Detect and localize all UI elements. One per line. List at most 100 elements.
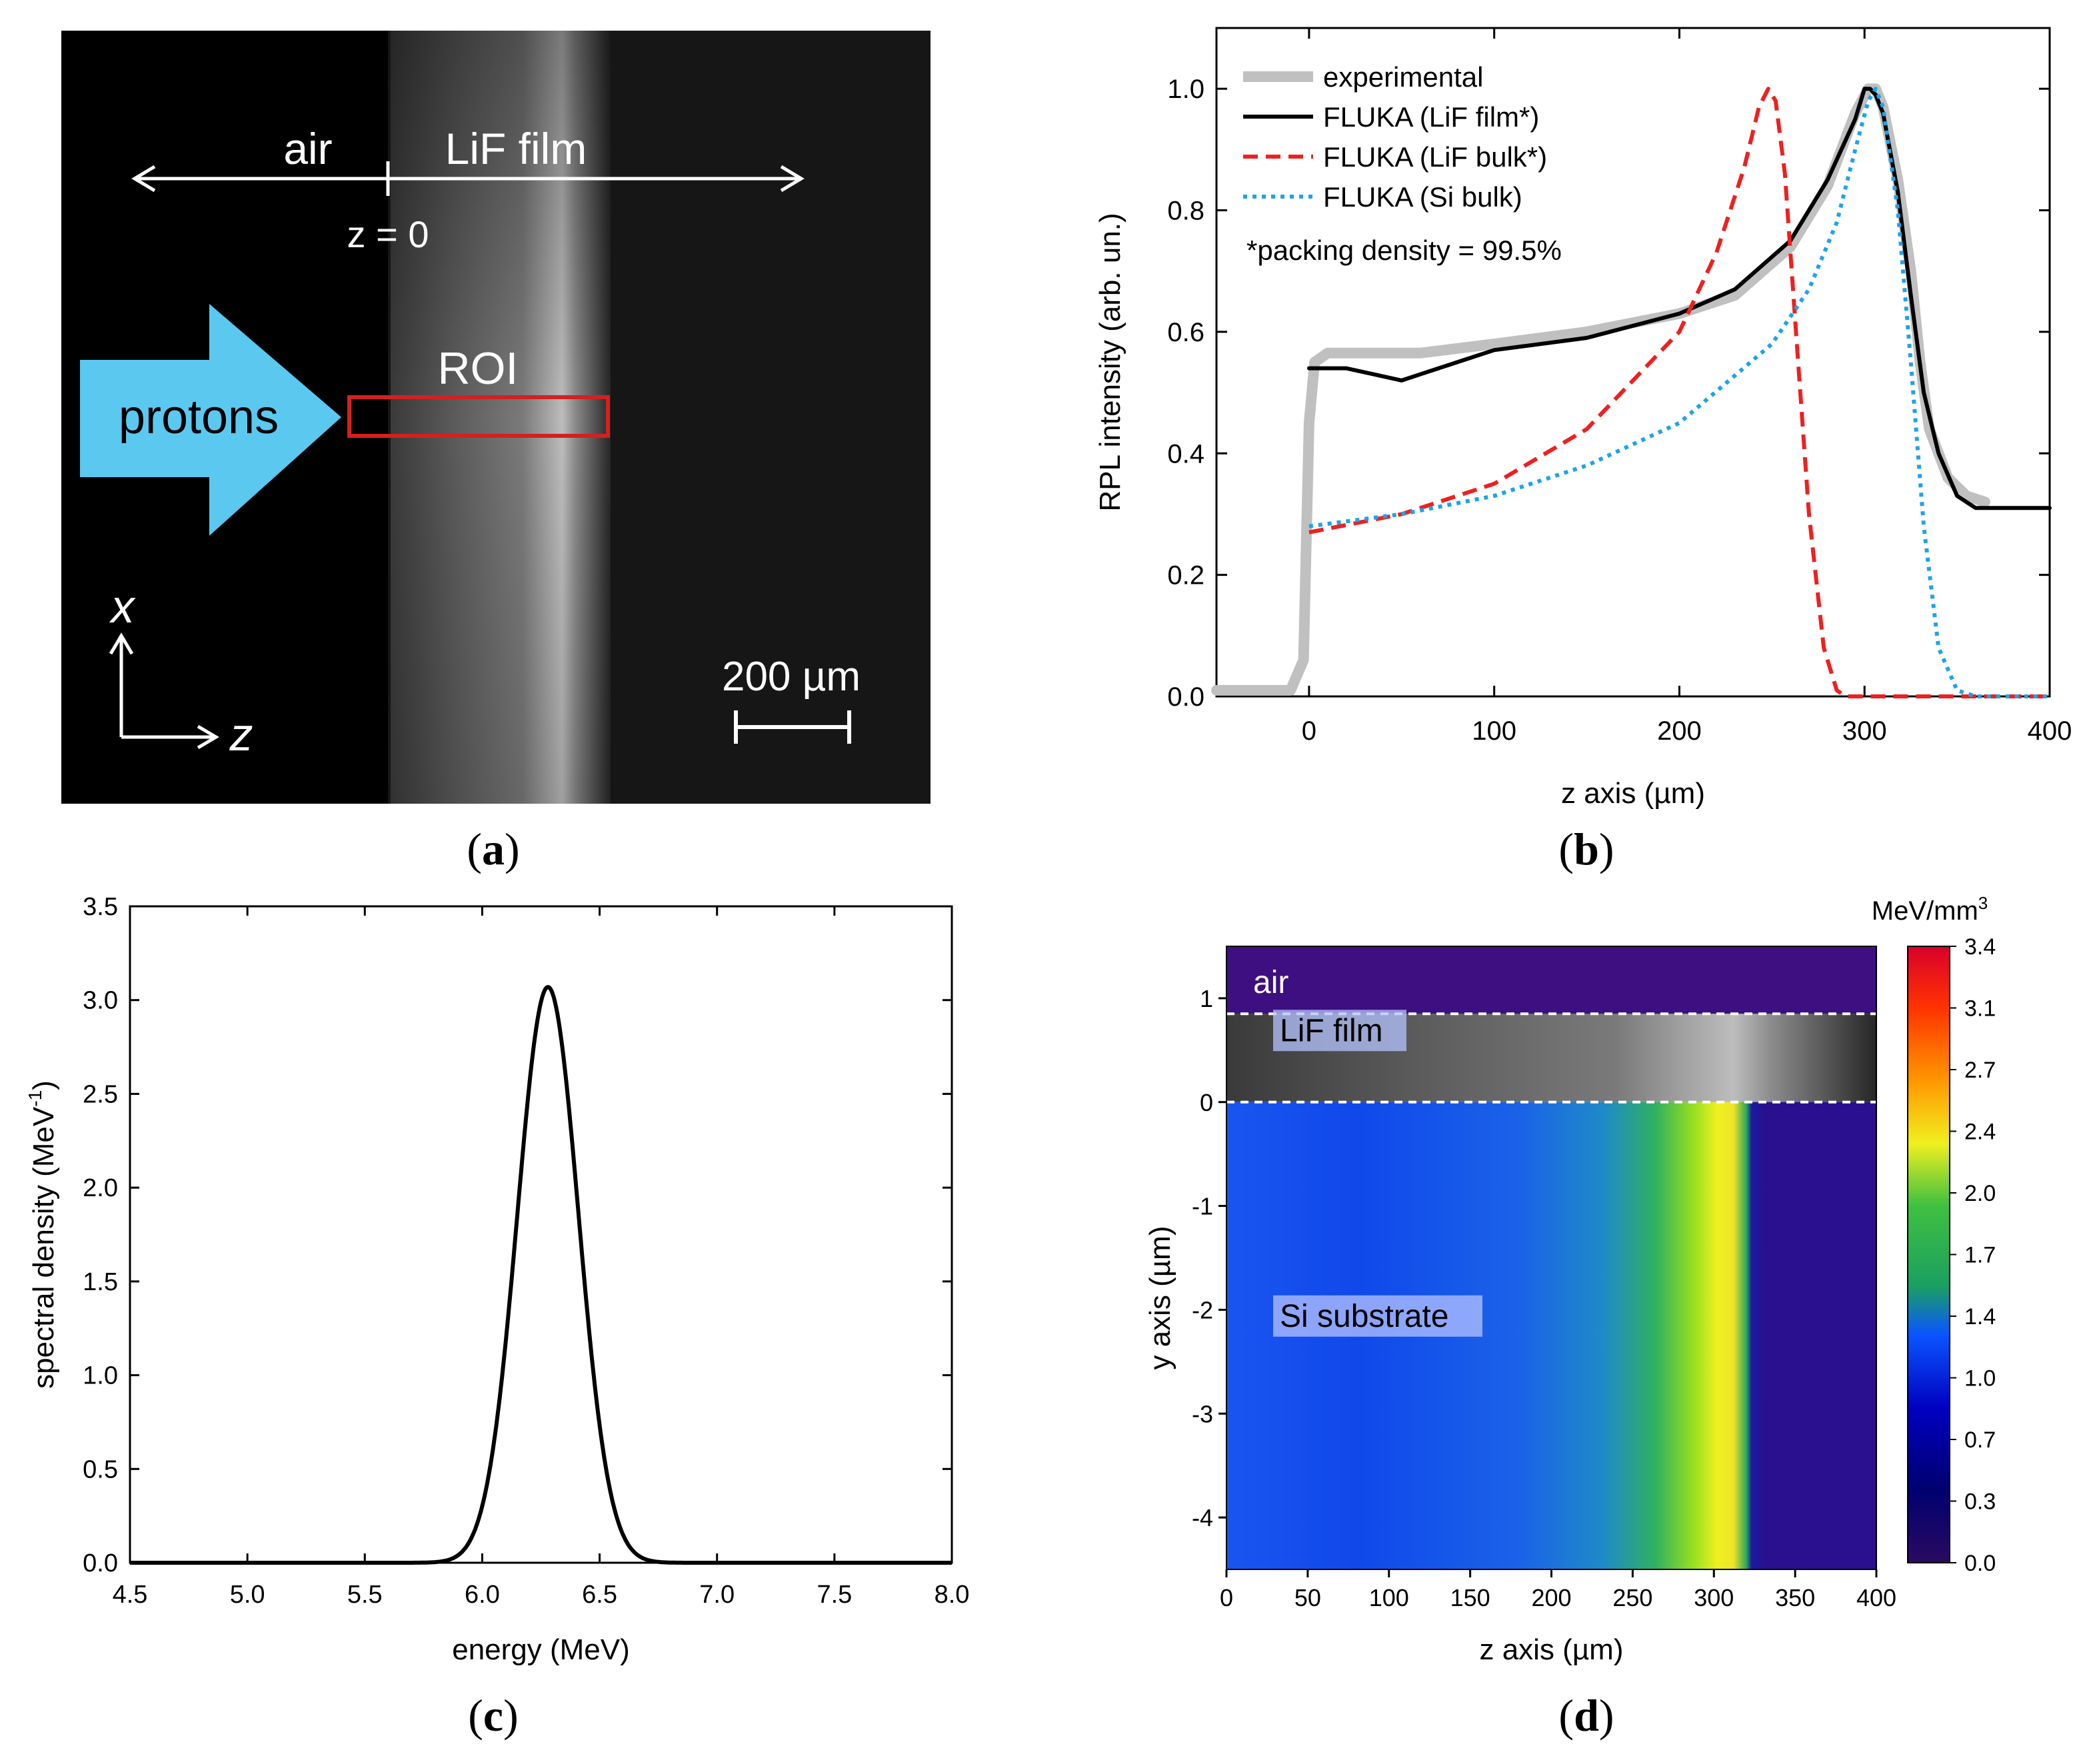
y-tick-label: 3.5 [83,893,118,921]
film-shade [391,31,611,804]
caption-c: (c) [468,1690,519,1741]
y-tick-label: -4 [1192,1504,1213,1531]
x-tick-label: 300 [1842,716,1887,746]
chart-c: 4.5 5.0 5.5 6.0 6.5 7.0 7.5 8.0 0.0 0.5 1.0 1.5 2.0 2… [25,893,970,1666]
x-tick-label: 100 [1369,1584,1409,1611]
x-axis-label: energy (MeV) [452,1633,630,1666]
roi-box [347,395,610,438]
y-tick-label: 0.5 [83,1455,118,1483]
series-line [1306,87,2052,510]
x-tick-label: 7.5 [817,1581,852,1609]
colorbar-tick-label: 2.4 [1964,1120,1996,1145]
y-tick-label: 2.0 [83,1174,118,1202]
x-axis-label: x [109,580,137,632]
colorbar-tick-label: 3.4 [1964,934,1996,960]
y-axis-label-sup: -1 [25,1090,45,1107]
y-tick-label: 3.0 [83,987,118,1015]
film-label: LiF film [1280,1013,1383,1048]
y-tick-label: -1 [1192,1193,1213,1220]
legend-label: FLUKA (Si bulk) [1323,181,1522,213]
colorbar-tick-label: 2.7 [1964,1058,1996,1083]
substrate-label: Si substrate [1280,1299,1448,1334]
y-tick-label: 0.0 [83,1549,118,1577]
air-region [1226,946,1876,1014]
y-axis-label: y axis (µm) [1144,1226,1176,1369]
colorbar-tick-label: 1.7 [1964,1243,1996,1268]
colorbar [1907,946,1950,1563]
x-tick-label: 300 [1694,1584,1734,1611]
panel-a-image: air LiF film z = 0 protons ROI x z 200 µ… [61,31,931,804]
y-tick-label: 0.0 [1167,682,1204,712]
roi-label: ROI [438,343,519,394]
panel-c: 4.5 5.0 5.5 6.0 6.5 7.0 7.5 8.0 0.0 0.5 1.0 1.5 2.0 2… [13,886,987,1686]
x-tick-label: 400 [2028,716,2072,746]
panel-d: air LiF film Si substrate 0 50 100 150 200 250 30… [1093,886,2091,1686]
x-axis-label: z axis (µm) [1479,1633,1623,1666]
y-tick-label: 1.0 [83,1362,118,1390]
y-axis-label: spectral density (MeV-1) [25,1080,60,1389]
plot-frame [129,905,953,1564]
caption-b: (b) [1558,824,1614,874]
substrate-label-box [1273,1295,1482,1337]
y-tick-label: 0.4 [1167,439,1204,468]
x-tick-label: 6.5 [582,1581,617,1609]
film-label: LiF film [445,124,587,173]
colorbar-tick-label: 1.0 [1964,1366,1996,1391]
colorbar-tick-label: 2.0 [1964,1181,1996,1206]
x-tick-label: 200 [1657,716,1702,746]
x-tick-label: 6.0 [465,1581,500,1609]
y-axis-label-end: ) [27,1080,60,1090]
chart-b: 0 100 200 300 400 0.0 0.2 0.4 0.6 0.8 1.0 z axis (µ… [1094,27,2072,810]
xz-axes-icon [109,632,219,750]
air-label: air [283,124,332,173]
colorbar-tick-label: 1.4 [1964,1304,1996,1329]
y-tick-label: 2.5 [83,1080,118,1108]
air-label: air [1253,965,1288,1000]
x-tick-label: 50 [1294,1584,1321,1611]
colorbar-tick-label: 0.7 [1964,1427,1996,1453]
film-label-box [1273,1010,1406,1052]
x-axis-label: z axis (µm) [1561,777,1705,810]
scale-bar [734,710,851,744]
panel-b: 0 100 200 300 400 0.0 0.2 0.4 0.6 0.8 1.0 z axis (µ… [1080,13,2091,833]
plot-frame [1215,27,2051,698]
y-tick-label: 1.5 [83,1268,118,1296]
caption-a: (a) [467,824,520,874]
colorbar-unit-sup: 3 [1978,893,1988,913]
x-tick-label: 4.5 [113,1581,148,1609]
spectrum-line [129,985,953,1565]
packing-density-note: *packing density = 99.5% [1246,235,1562,266]
x-tick-label: 400 [1856,1584,1896,1611]
x-tick-label: 8.0 [935,1581,970,1609]
x-tick-label: 100 [1472,716,1516,746]
z-zero-label: z = 0 [347,213,429,255]
y-axis-label: RPL intensity (arb. un.) [1094,213,1126,511]
colorbar-tick-label: 3.1 [1964,996,1996,1022]
y-tick-label: 1 [1200,985,1213,1012]
series-line [1308,87,2050,698]
y-tick-label: 0.6 [1167,318,1204,347]
y-tick-label: -3 [1192,1400,1213,1427]
series-line [1308,87,2050,698]
x-tick-label: 0 [1302,716,1316,746]
colorbar-tick-label: 0.0 [1964,1551,1996,1576]
x-tick-label: 350 [1775,1584,1815,1611]
x-tick-label: 5.0 [230,1581,265,1609]
y-tick-label: -2 [1192,1296,1213,1323]
x-tick-label: 0 [1220,1584,1233,1611]
y-tick-label: 1.0 [1167,75,1204,104]
y-tick-label: 0 [1200,1089,1213,1116]
protons-label: protons [119,391,279,444]
y-tick-label: 0.8 [1167,197,1204,226]
double-arrow-icon [131,161,805,196]
colorbar-unit: MeV/mm3 [1872,893,1988,926]
y-tick-label: 0.2 [1167,561,1204,590]
legend-label: FLUKA (LiF bulk*) [1323,141,1547,173]
x-tick-label: 7.0 [699,1581,735,1609]
caption-d: (d) [1558,1690,1614,1741]
legend-label: experimental [1323,61,1483,93]
colorbar-tick-label: 0.3 [1964,1489,1996,1515]
panel-a: air LiF film z = 0 protons ROI x z 200 µ… [61,31,931,804]
z-axis-label: z [229,708,253,760]
